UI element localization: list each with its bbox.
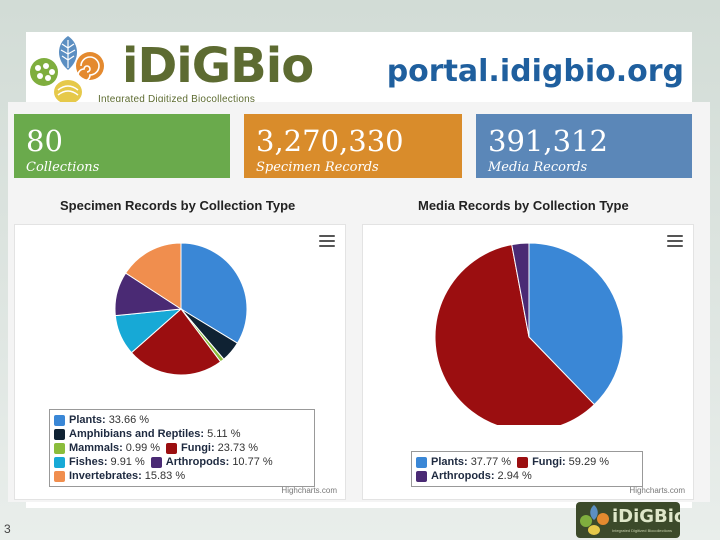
legend-item[interactable]: Invertebrates: 15.83 %	[54, 470, 185, 482]
legend-item[interactable]: Amphibians and Reptiles: 5.11 %	[54, 428, 241, 440]
legend-label: Mammals:	[69, 442, 123, 454]
legend-row: Amphibians and Reptiles: 5.11 %	[54, 427, 310, 441]
legend-swatch	[54, 428, 65, 440]
legend-swatch	[54, 456, 65, 468]
stat-media-records: 391,312 Media Records	[476, 114, 692, 178]
stat-label: Media Records	[488, 160, 588, 175]
media-pie-chart	[434, 242, 624, 425]
stat-label: Collections	[26, 160, 100, 175]
legend-value: 23.73 %	[217, 442, 259, 454]
footer-logo-wordmark: iDiGBio	[612, 506, 680, 527]
legend-row: Fishes: 9.91 % Arthropods: 10.77 %	[54, 455, 310, 469]
legend-value: 33.66 %	[108, 414, 150, 426]
legend-item[interactable]: Mammals: 0.99 %	[54, 442, 160, 454]
legend-swatch	[54, 470, 65, 482]
logo-wordmark: iDiGBio	[122, 38, 314, 94]
legend-value: 9.91 %	[110, 456, 145, 468]
idigbio-logo: iDiGBio Integrated Digitized Biocollecti…	[26, 32, 314, 106]
footer-leaf-icon	[580, 505, 609, 535]
logo-subtitle: Integrated Digitized Biocollections	[98, 94, 256, 105]
legend-item[interactable]: Fungi: 23.73 %	[166, 442, 258, 454]
pie-slice-invertebrates[interactable]	[124, 242, 182, 310]
legend-item[interactable]: Fungi: 59.29 %	[517, 456, 609, 468]
legend-label: Plants:	[431, 456, 468, 468]
media-chart-panel: Plants: 37.77 % Fungi: 59.29 % Arthropods: 2.…	[362, 224, 694, 500]
legend-row: Mammals: 0.99 % Fungi: 23.73 %	[54, 441, 310, 455]
legend-swatch	[416, 470, 427, 482]
legend-row: Arthropods: 2.94 %	[416, 469, 638, 483]
legend-value: 2.94 %	[497, 470, 532, 482]
media-legend: Plants: 37.77 % Fungi: 59.29 % Arthropods: 2.…	[411, 451, 643, 487]
legend-label: Plants:	[69, 414, 106, 426]
pie-slice-fungi[interactable]	[434, 244, 596, 425]
legend-value: 59.29 %	[568, 456, 610, 468]
legend-value: 37.77 %	[470, 456, 512, 468]
legend-item[interactable]: Arthropods: 10.77 %	[150, 456, 273, 468]
legend-swatch	[166, 442, 178, 454]
stat-value: 3,270,330	[256, 124, 404, 158]
legend-item[interactable]: Fishes: 9.91 %	[54, 456, 145, 468]
legend-item[interactable]: Plants: 33.66 %	[54, 414, 149, 426]
stat-label: Specimen Records	[256, 160, 379, 175]
pie-slice-plants[interactable]	[528, 242, 624, 406]
legend-label: Invertebrates:	[69, 470, 142, 482]
legend-row: Invertebrates: 15.83 %	[54, 469, 310, 483]
slide-number: 3	[4, 522, 11, 536]
portal-url[interactable]: portal.idigbio.org	[386, 54, 684, 89]
stat-value: 80	[26, 124, 63, 158]
legend-value: 0.99 %	[125, 442, 161, 454]
stat-collections: 80 Collections	[14, 114, 230, 178]
legend-label: Fishes:	[69, 456, 108, 468]
highcharts-credit[interactable]: Highcharts.com	[281, 486, 337, 495]
footer-logo: iDiGBio Integrated Digitized Biocollecti…	[576, 502, 680, 538]
legend-item[interactable]: Plants: 37.77 %	[416, 456, 511, 468]
footer-logo-subtitle: Integrated Digitized Biocollections	[612, 528, 673, 533]
legend-swatch	[150, 456, 162, 468]
legend-swatch	[54, 442, 65, 454]
specimen-legend: Plants: 33.66 % Amphibians and Reptiles: 5.…	[49, 409, 315, 487]
legend-row: Plants: 33.66 %	[54, 413, 310, 427]
legend-label: Arthropods:	[431, 470, 495, 482]
chart-menu-icon[interactable]	[667, 235, 683, 247]
highcharts-credit[interactable]: Highcharts.com	[629, 486, 685, 495]
specimen-pie-chart	[114, 242, 248, 376]
specimen-chart-title: Specimen Records by Collection Type	[60, 198, 296, 213]
pie-slice-arthropods[interactable]	[511, 242, 530, 338]
leaf-cluster-icon	[30, 36, 104, 104]
stat-value: 391,312	[488, 124, 608, 158]
media-chart-title: Media Records by Collection Type	[418, 198, 629, 213]
specimen-chart-panel: Plants: 33.66 % Amphibians and Reptiles: 5.…	[14, 224, 346, 500]
legend-label: Amphibians and Reptiles:	[69, 428, 205, 440]
legend-item[interactable]: Arthropods: 2.94 %	[416, 470, 532, 482]
legend-swatch	[517, 456, 529, 468]
legend-swatch	[54, 414, 65, 426]
chart-menu-icon[interactable]	[319, 235, 335, 247]
legend-row: Plants: 37.77 % Fungi: 59.29 %	[416, 455, 638, 469]
legend-value: 15.83 %	[144, 470, 186, 482]
stat-specimen-records: 3,270,330 Specimen Records	[244, 114, 462, 178]
pie-slice-fungi[interactable]	[130, 308, 222, 376]
legend-value: 5.11 %	[207, 428, 241, 440]
legend-label: Fungi:	[532, 456, 566, 468]
legend-label: Fungi:	[181, 442, 215, 454]
pie-slice-plants[interactable]	[180, 242, 248, 344]
legend-value: 10.77 %	[232, 456, 273, 468]
legend-label: Arthropods:	[165, 456, 230, 468]
legend-swatch	[416, 456, 427, 468]
